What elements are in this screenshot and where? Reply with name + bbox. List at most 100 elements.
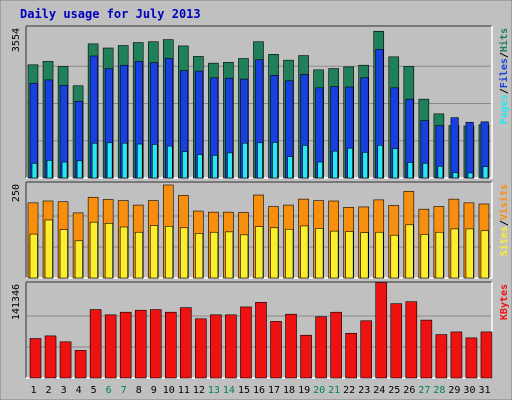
bar-pages-day-1 — [31, 163, 38, 179]
chart-title: Daily usage for July 2013 — [20, 7, 201, 21]
x-tick-label: 31 — [478, 385, 490, 396]
x-tick-label: 5 — [91, 385, 97, 396]
bar-sites-day-11 — [180, 227, 189, 279]
x-tick-label: 29 — [448, 385, 460, 396]
bar-kbytes-day-11 — [180, 307, 192, 379]
bar-sites-day-30 — [465, 228, 474, 279]
bar-kbytes-day-13 — [210, 314, 222, 379]
bar-pages-day-27 — [422, 163, 429, 179]
bar-pages-day-23 — [362, 152, 369, 179]
bar-kbytes-day-22 — [345, 332, 357, 379]
bar-pages-day-24 — [377, 144, 384, 179]
bar-kbytes-day-16 — [255, 302, 267, 379]
bar-pages-day-8 — [136, 143, 143, 179]
bar-kbytes-day-19 — [300, 334, 312, 379]
bar-pages-day-7 — [121, 142, 128, 179]
x-tick-label: 15 — [238, 385, 250, 396]
bar-pages-day-18 — [287, 156, 293, 179]
x-tick-label: 3 — [61, 385, 67, 396]
bar-kbytes-day-30 — [465, 337, 478, 379]
bar-pages-day-10 — [166, 145, 173, 179]
legend-entry: Visits — [498, 184, 510, 220]
bar-sites-day-2 — [44, 219, 53, 279]
x-tick-label: 17 — [268, 385, 280, 396]
bar-pages-day-9 — [151, 144, 158, 179]
x-tick-label: 30 — [463, 385, 475, 396]
bar-pages-day-26 — [407, 162, 414, 179]
panel-legend: Sites/Visits — [498, 184, 510, 256]
bar-pages-day-30 — [467, 172, 474, 179]
bar-kbytes-day-26 — [405, 301, 418, 379]
bar-sites-day-7 — [119, 226, 128, 279]
bar-sites-day-16 — [255, 226, 264, 279]
x-tick-label: 10 — [163, 385, 175, 396]
x-tick-label: 16 — [253, 385, 265, 396]
x-tick-label: 11 — [178, 385, 190, 396]
panel-max-label: 141346 — [11, 284, 22, 320]
legend-entry: / — [499, 88, 510, 94]
bar-pages-day-2 — [46, 160, 53, 179]
bar-pages-day-14 — [227, 152, 233, 179]
x-tick-label: 24 — [373, 385, 385, 396]
bar-kbytes-day-15 — [240, 306, 252, 379]
legend-entry: / — [499, 52, 510, 58]
legend-entry: / — [499, 220, 510, 226]
bar-kbytes-day-7 — [119, 311, 132, 379]
x-tick-label: 25 — [388, 385, 400, 396]
x-tick-label: 27 — [418, 385, 430, 396]
bar-kbytes-day-10 — [164, 311, 177, 379]
bar-kbytes-day-8 — [134, 309, 147, 379]
bar-sites-day-26 — [405, 224, 414, 279]
bar-kbytes-day-29 — [450, 331, 463, 379]
panel-hits-files-pages: 3554 Pages/Files/Hits — [11, 25, 510, 179]
bar-kbytes-day-4 — [74, 350, 87, 379]
bar-pages-day-16 — [257, 142, 263, 179]
x-tick-label: 9 — [151, 385, 157, 396]
x-tick-label: 23 — [358, 385, 370, 396]
x-tick-label: 12 — [193, 385, 205, 396]
bar-pages-day-3 — [61, 161, 68, 179]
x-tick-label: 14 — [223, 385, 235, 396]
x-tick-label: 22 — [343, 385, 355, 396]
bar-kbytes-day-31 — [480, 331, 493, 379]
bar-sites-day-17 — [270, 227, 279, 279]
x-tick-label: 2 — [46, 385, 52, 396]
bar-pages-day-6 — [106, 142, 113, 179]
bar-sites-day-10 — [164, 225, 174, 279]
bar-kbytes-day-3 — [59, 341, 72, 379]
bar-sites-day-24 — [375, 231, 384, 279]
bar-sites-day-12 — [195, 233, 204, 279]
bar-pages-day-13 — [212, 155, 218, 179]
panel-max-label: 3554 — [11, 28, 22, 52]
bar-kbytes-day-12 — [195, 318, 207, 379]
bar-kbytes-day-14 — [225, 314, 237, 379]
bar-kbytes-day-1 — [29, 338, 42, 379]
bar-sites-day-25 — [390, 234, 399, 279]
bar-sites-day-14 — [225, 231, 234, 279]
bar-sites-day-3 — [59, 229, 68, 279]
x-tick-label: 18 — [283, 385, 295, 396]
bar-kbytes-day-18 — [285, 313, 297, 379]
x-tick-label: 28 — [433, 385, 445, 396]
x-tick-label: 1 — [31, 385, 37, 396]
panel-max-label: 250 — [11, 184, 22, 202]
bar-sites-day-31 — [480, 230, 489, 279]
bar-sites-day-23 — [360, 232, 369, 279]
bar-pages-day-22 — [347, 147, 353, 179]
panel-legend: Pages/Files/Hits — [498, 28, 510, 124]
bar-pages-day-12 — [197, 154, 203, 179]
bar-pages-day-5 — [91, 142, 98, 179]
bar-pages-day-21 — [332, 150, 338, 179]
x-tick-label: 21 — [328, 385, 340, 396]
bar-kbytes-day-28 — [435, 334, 448, 379]
bar-kbytes-day-2 — [44, 335, 57, 379]
bar-sites-day-19 — [300, 225, 309, 279]
bar-files-day-30 — [465, 121, 474, 179]
bar-pages-day-15 — [242, 142, 248, 179]
legend-entry: Hits — [498, 28, 510, 52]
x-tick-label: 8 — [136, 385, 142, 396]
bar-sites-day-13 — [210, 231, 219, 279]
bar-sites-day-27 — [420, 234, 429, 279]
bar-kbytes-day-17 — [270, 321, 282, 379]
bar-pages-day-28 — [437, 165, 444, 179]
